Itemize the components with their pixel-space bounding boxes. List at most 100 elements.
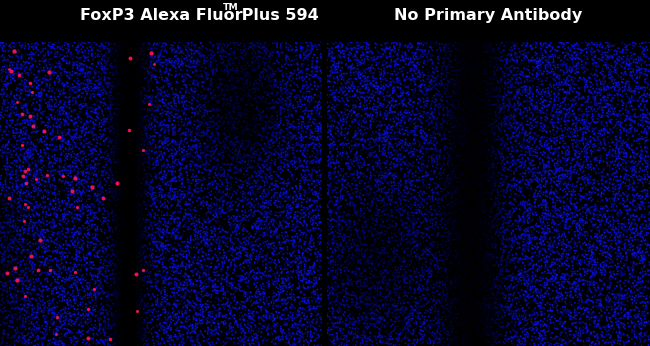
Point <box>405 77 415 82</box>
Point <box>382 39 392 45</box>
Point <box>228 324 239 330</box>
Point <box>444 80 454 85</box>
Point <box>582 196 592 202</box>
Point <box>421 40 432 46</box>
Point <box>156 203 166 209</box>
Point <box>492 321 502 326</box>
Point <box>249 312 259 318</box>
Point <box>7 285 18 291</box>
Point <box>114 272 125 277</box>
Point <box>526 247 536 252</box>
Point <box>0 286 8 292</box>
Point <box>618 190 629 196</box>
Point <box>84 259 95 265</box>
Point <box>45 165 55 171</box>
Point <box>1 164 11 169</box>
Point <box>42 321 53 327</box>
Point <box>378 260 388 265</box>
Point <box>577 131 588 137</box>
Point <box>328 311 338 317</box>
Point <box>239 325 249 331</box>
Point <box>541 277 552 283</box>
Point <box>560 277 571 282</box>
Point <box>495 154 506 160</box>
Point <box>243 133 254 139</box>
Point <box>168 337 178 343</box>
Point <box>272 49 282 55</box>
Point <box>129 237 140 243</box>
Point <box>501 92 512 98</box>
Point <box>518 246 528 251</box>
Point <box>552 156 563 162</box>
Point <box>608 228 619 233</box>
Point <box>176 181 187 186</box>
Point <box>580 66 590 72</box>
Point <box>625 117 635 122</box>
Point <box>322 154 333 160</box>
Point <box>563 205 573 211</box>
Point <box>311 306 322 311</box>
Point <box>232 79 242 84</box>
Point <box>438 107 448 112</box>
Point <box>282 158 293 163</box>
Point <box>416 203 426 208</box>
Point <box>591 45 601 50</box>
Point <box>258 75 268 81</box>
Point <box>367 226 378 232</box>
Point <box>190 135 200 140</box>
Point <box>208 216 218 222</box>
Point <box>159 108 170 114</box>
Point <box>366 91 376 97</box>
Point <box>193 255 203 260</box>
Point <box>197 225 207 230</box>
Point <box>489 331 500 336</box>
Point <box>536 121 546 126</box>
Point <box>330 126 341 131</box>
Point <box>176 135 186 140</box>
Point <box>99 118 110 124</box>
Point <box>396 93 406 99</box>
Point <box>363 316 373 321</box>
Point <box>130 257 140 262</box>
Point <box>627 293 638 299</box>
Point <box>214 226 224 231</box>
Point <box>313 105 323 111</box>
Point <box>47 42 57 47</box>
Point <box>354 157 364 163</box>
Point <box>55 143 65 148</box>
Point <box>148 337 158 342</box>
Point <box>278 307 289 313</box>
Point <box>408 123 419 128</box>
Point <box>410 86 420 92</box>
Point <box>612 162 623 168</box>
Point <box>1 70 12 75</box>
Point <box>200 270 210 276</box>
Point <box>573 227 583 233</box>
Point <box>416 53 426 59</box>
Point <box>233 309 243 314</box>
Point <box>255 151 266 157</box>
Point <box>49 249 59 254</box>
Point <box>181 55 192 60</box>
Point <box>6 206 17 211</box>
Point <box>107 122 118 128</box>
Point <box>281 88 292 93</box>
Point <box>208 108 218 113</box>
Point <box>239 248 250 253</box>
Point <box>104 215 114 220</box>
Point <box>610 161 621 166</box>
Point <box>209 42 219 48</box>
Point <box>163 106 174 111</box>
Point <box>211 146 222 152</box>
Point <box>429 159 439 164</box>
Point <box>129 144 139 150</box>
Point <box>463 324 473 329</box>
Point <box>95 270 105 275</box>
Point <box>295 182 306 188</box>
Point <box>586 343 597 346</box>
Point <box>625 207 635 212</box>
Point <box>96 241 106 246</box>
Point <box>632 136 643 142</box>
Point <box>194 167 205 172</box>
Point <box>495 156 505 162</box>
